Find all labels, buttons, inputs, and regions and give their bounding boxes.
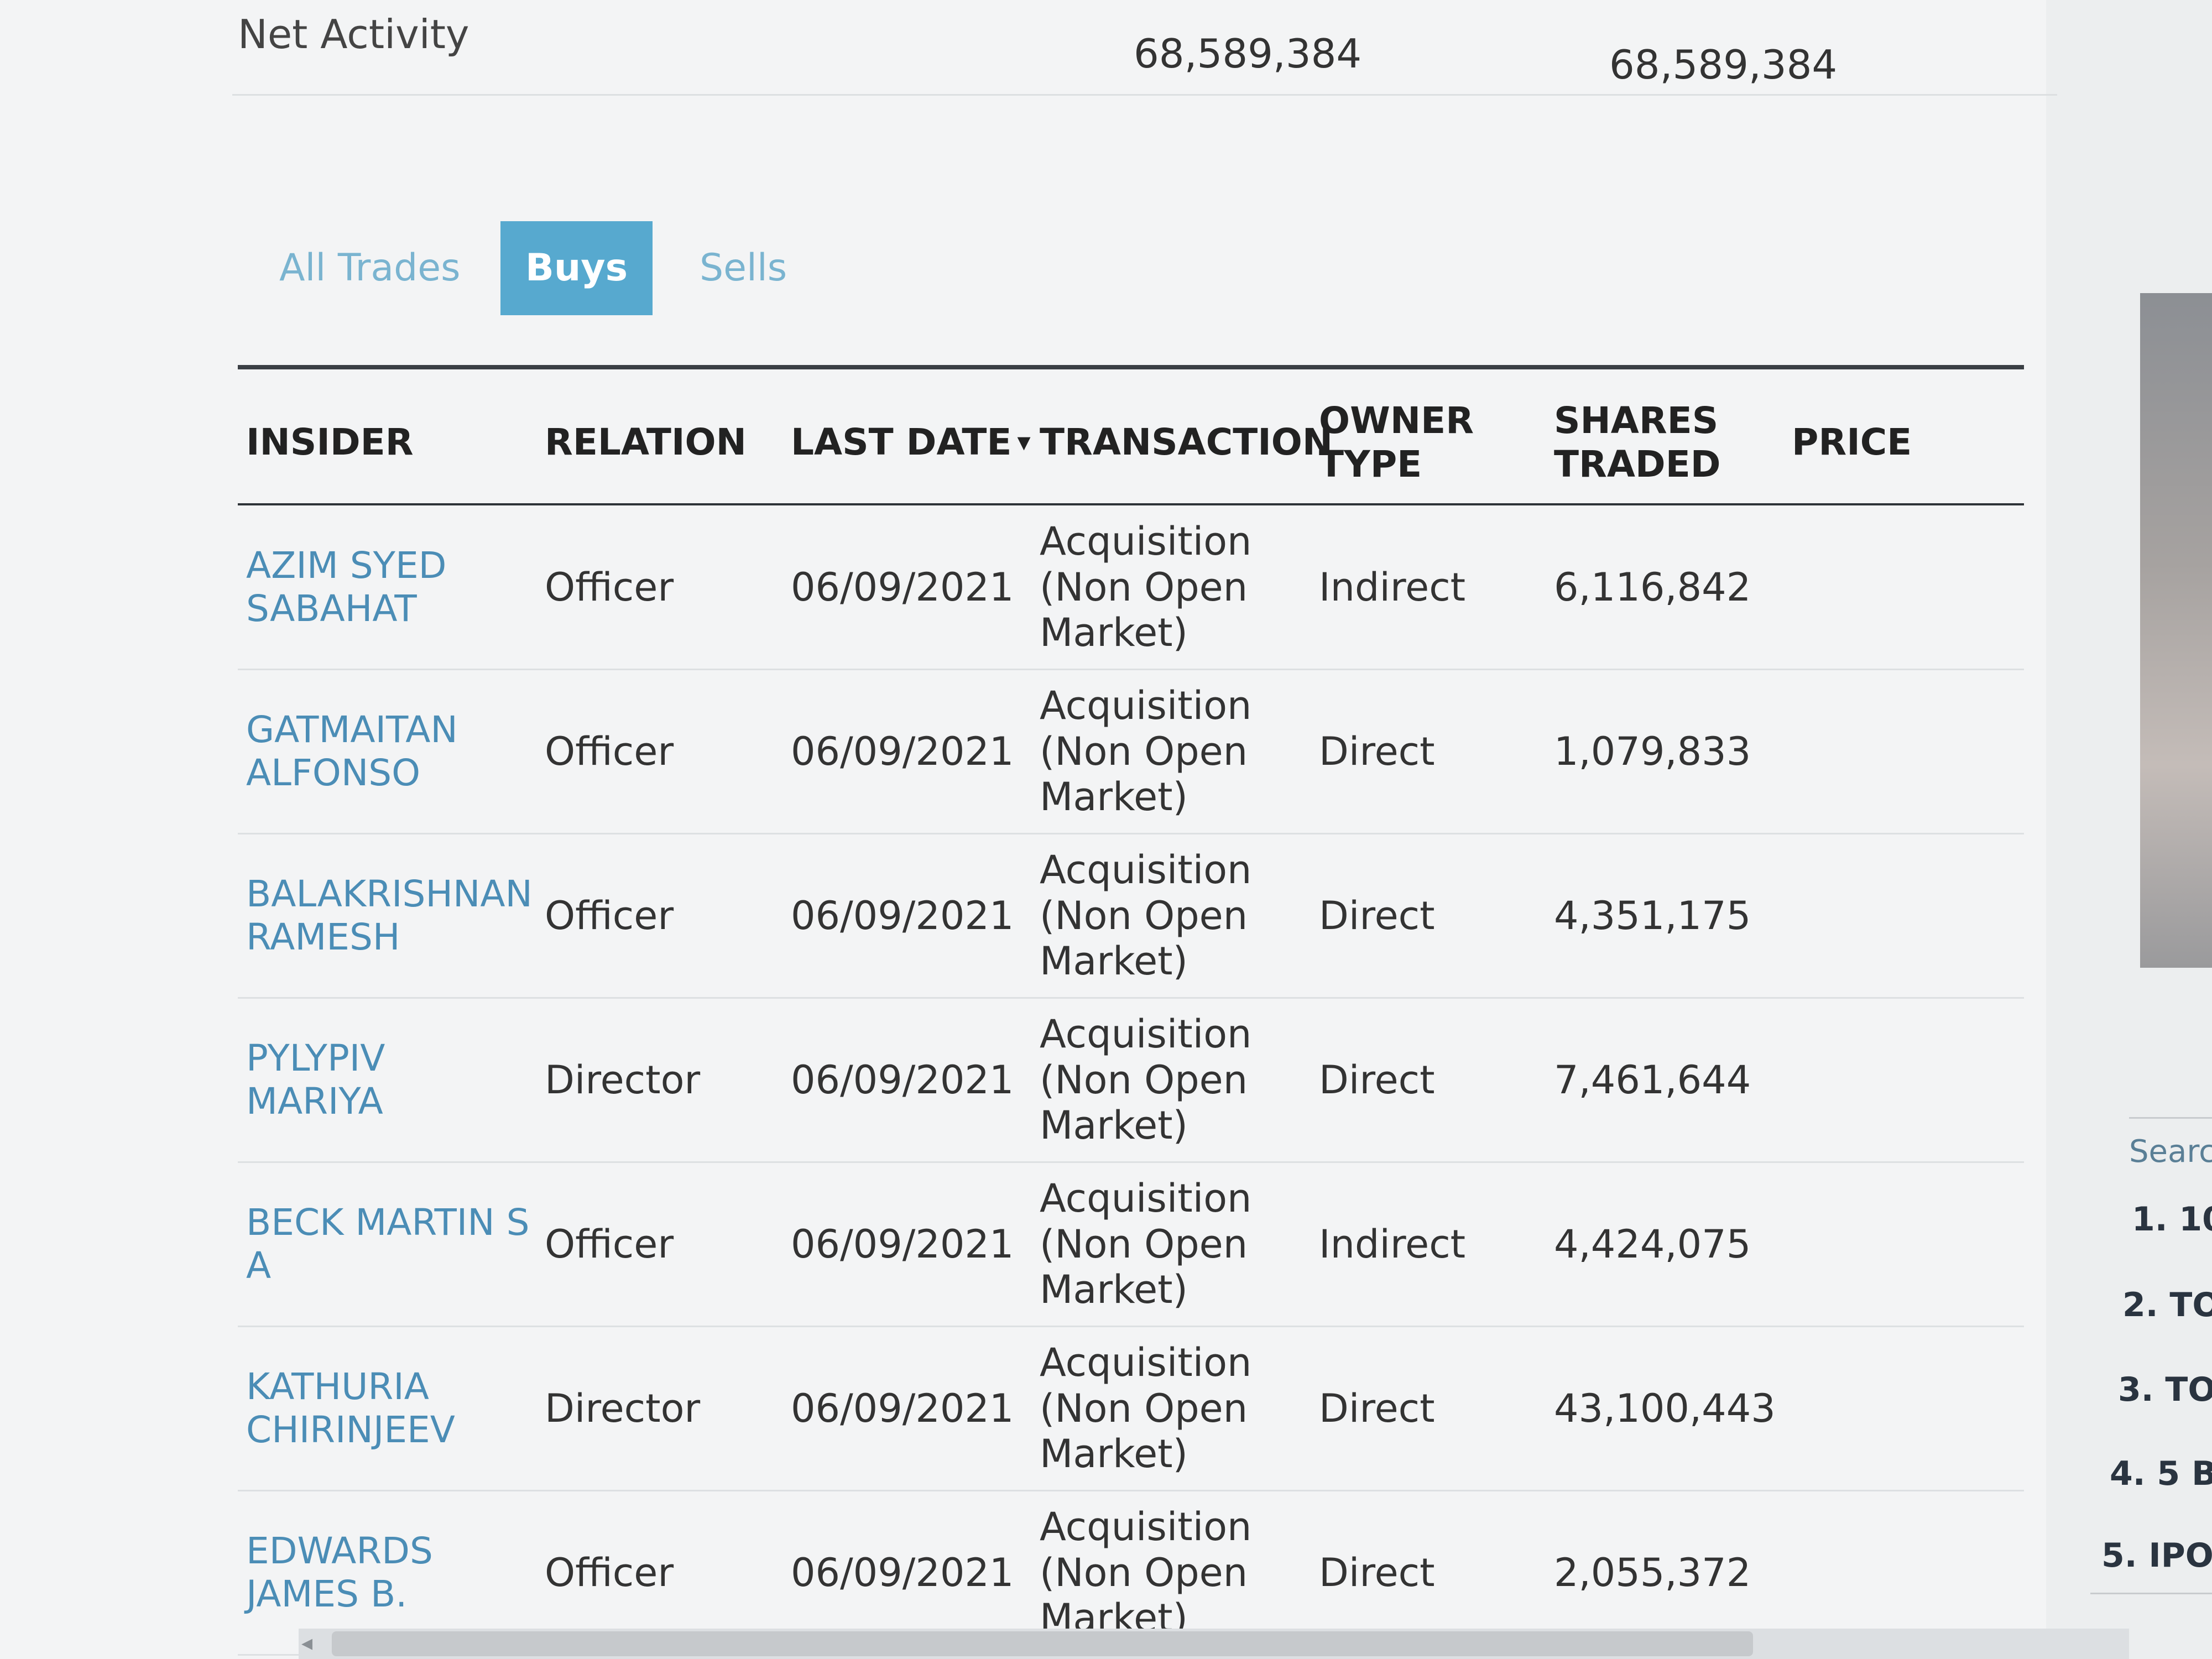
net-activity-row: Net Activity 68,589,384 68,589,384	[232, 0, 2057, 96]
insider-link[interactable]: EDWARDS JAMES B.	[246, 1530, 433, 1615]
sidebar-list-item[interactable]: 5. IPO	[2101, 1536, 2212, 1575]
insider-link[interactable]: GATMAITAN ALFONSO	[246, 708, 458, 794]
sidebar-ad-image[interactable]	[2140, 293, 2212, 968]
last-date-cell: 06/09/2021	[791, 1057, 1014, 1103]
owner-type-cell: Indirect	[1319, 564, 1466, 610]
price-cell	[1792, 506, 1985, 669]
last-date-cell: 06/09/2021	[791, 728, 1014, 774]
transaction-cell: Acquisition (Non Open Market)	[1040, 1176, 1252, 1313]
column-header-relation[interactable]: RELATION	[545, 421, 747, 464]
scroll-left-arrow-icon[interactable]: ◂	[301, 1630, 313, 1656]
price-cell	[1792, 999, 1985, 1161]
relation-cell: Officer	[545, 893, 674, 938]
column-header-insider[interactable]: INSIDER	[246, 421, 414, 464]
column-header-last-date[interactable]: LAST DATE ▾	[791, 421, 1031, 464]
sidebar-list-item[interactable]: 2. TO	[2122, 1286, 2212, 1324]
table-row: BALAKRISHNAN RAMESH Officer 06/09/2021 A…	[238, 834, 2024, 999]
insider-link[interactable]: PYLYPIV MARIYA	[246, 1037, 385, 1123]
owner-type-cell: Direct	[1319, 1057, 1435, 1103]
price-cell	[1792, 834, 1985, 997]
transaction-cell: Acquisition (Non Open Market)	[1040, 1504, 1252, 1641]
table-row: PYLYPIV MARIYA Director 06/09/2021 Acqui…	[238, 999, 2024, 1163]
last-date-cell: 06/09/2021	[791, 1221, 1014, 1267]
shares-traded-cell: 43,100,443	[1554, 1385, 1776, 1431]
owner-type-cell: Direct	[1319, 1385, 1435, 1431]
column-header-transaction[interactable]: TRANSACTION	[1040, 421, 1333, 464]
owner-type-cell: Direct	[1319, 1550, 1435, 1595]
shares-traded-cell: 7,461,644	[1554, 1057, 1751, 1103]
column-header-owner-type[interactable]: OWNER TYPE	[1319, 399, 1474, 486]
page: Net Activity 68,589,384 68,589,384 All T…	[232, 11, 2057, 1656]
price-cell	[1792, 1163, 1985, 1326]
table-row: BECK MARTIN S A Officer 06/09/2021 Acqui…	[238, 1163, 2024, 1327]
net-activity-value-1: 68,589,384	[1134, 30, 1362, 77]
transaction-cell: Acquisition (Non Open Market)	[1040, 519, 1252, 656]
transaction-cell: Acquisition (Non Open Market)	[1040, 683, 1252, 820]
tab-sells[interactable]: Sells	[700, 246, 787, 290]
shares-traded-cell: 4,351,175	[1554, 893, 1751, 938]
relation-cell: Director	[545, 1385, 701, 1431]
owner-type-cell: Direct	[1319, 728, 1435, 774]
insider-link[interactable]: AZIM SYED SABAHAT	[246, 544, 447, 630]
relation-cell: Officer	[545, 1550, 674, 1595]
owner-type-cell: Direct	[1319, 893, 1435, 938]
table-row: GATMAITAN ALFONSO Officer 06/09/2021 Acq…	[238, 670, 2024, 834]
column-header-shares-traded[interactable]: SHARES TRADED	[1554, 399, 1721, 486]
column-header-price[interactable]: PRICE	[1792, 421, 1912, 464]
transaction-cell: Acquisition (Non Open Market)	[1040, 1011, 1252, 1149]
table-row: EDWARDS JAMES B. Officer 06/09/2021 Acqu…	[238, 1491, 2024, 1656]
sidebar-list-item[interactable]: 4. 5 BE	[2110, 1454, 2212, 1493]
shares-traded-cell: 4,424,075	[1554, 1221, 1751, 1267]
relation-cell: Officer	[545, 1221, 674, 1267]
last-date-cell: 06/09/2021	[791, 564, 1014, 610]
sidebar-divider	[2090, 1593, 2212, 1594]
sidebar-divider	[2129, 1117, 2212, 1119]
net-activity-value-2: 68,589,384	[1609, 41, 1838, 88]
transaction-cell: Acquisition (Non Open Market)	[1040, 1340, 1252, 1477]
sidebar-search-heading: Searc	[2129, 1134, 2212, 1170]
table-header: INSIDER RELATION LAST DATE ▾ TRANSACTION…	[238, 382, 2024, 505]
sidebar-list-item[interactable]: 3. TOF	[2118, 1370, 2212, 1409]
insider-link[interactable]: KATHURIA CHIRINJEEV	[246, 1365, 455, 1451]
tab-buys[interactable]: Buys	[500, 221, 653, 315]
sort-desc-icon: ▾	[1017, 426, 1031, 458]
tab-all-trades[interactable]: All Trades	[279, 246, 461, 290]
relation-cell: Director	[545, 1057, 701, 1103]
table-top-divider	[238, 365, 2024, 369]
relation-cell: Officer	[545, 564, 674, 610]
table-row: KATHURIA CHIRINJEEV Director 06/09/2021 …	[238, 1327, 2024, 1491]
last-date-cell: 06/09/2021	[791, 893, 1014, 938]
table-row: AZIM SYED SABAHAT Officer 06/09/2021 Acq…	[238, 506, 2024, 670]
net-activity-label: Net Activity	[238, 11, 469, 58]
insider-link[interactable]: BALAKRISHNAN RAMESH	[246, 873, 533, 958]
insider-link[interactable]: BECK MARTIN S A	[246, 1201, 530, 1287]
sidebar-list-item[interactable]: 1. 10	[2132, 1200, 2212, 1239]
insider-trades-table-body: AZIM SYED SABAHAT Officer 06/09/2021 Acq…	[238, 506, 2024, 1656]
owner-type-cell: Indirect	[1319, 1221, 1466, 1267]
price-cell	[1792, 1327, 1985, 1490]
price-cell	[1792, 670, 1985, 833]
last-date-cell: 06/09/2021	[791, 1385, 1014, 1431]
scrollbar-thumb[interactable]	[332, 1631, 1753, 1656]
last-date-cell: 06/09/2021	[791, 1550, 1014, 1595]
shares-traded-cell: 1,079,833	[1554, 728, 1751, 774]
relation-cell: Officer	[545, 728, 674, 774]
shares-traded-cell: 2,055,372	[1554, 1550, 1751, 1595]
shares-traded-cell: 6,116,842	[1554, 564, 1751, 610]
transaction-cell: Acquisition (Non Open Market)	[1040, 847, 1252, 984]
